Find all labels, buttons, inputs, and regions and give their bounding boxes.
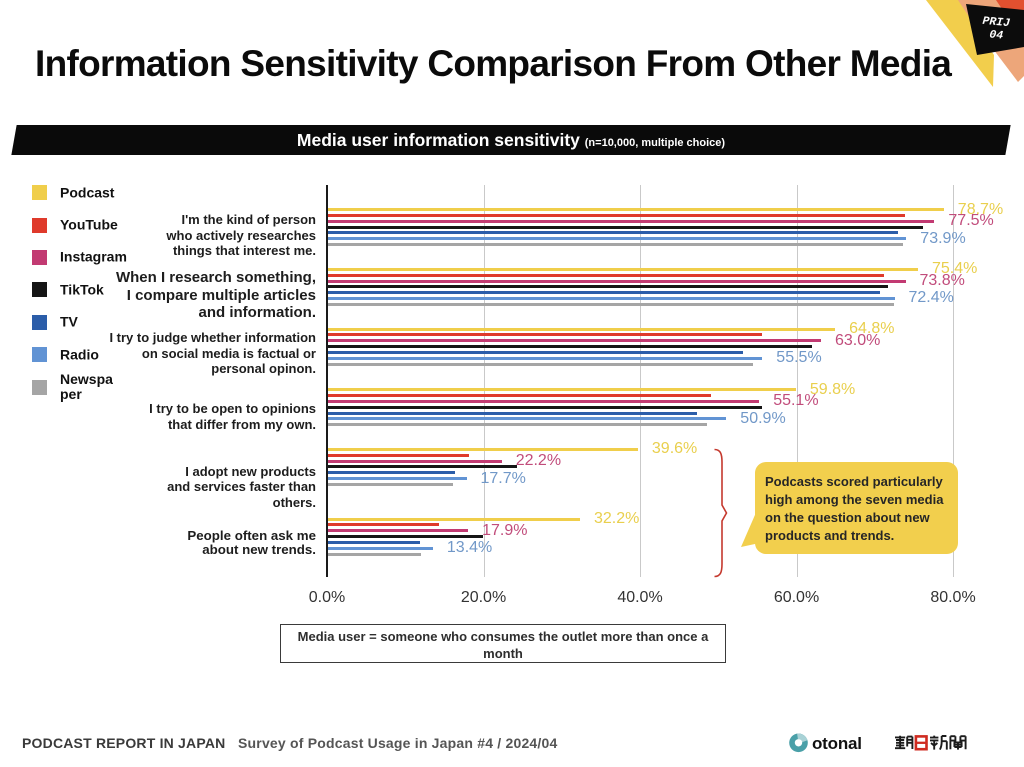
svg-text:PRIJ: PRIJ [982, 15, 1011, 30]
svg-text:04: 04 [989, 28, 1004, 42]
